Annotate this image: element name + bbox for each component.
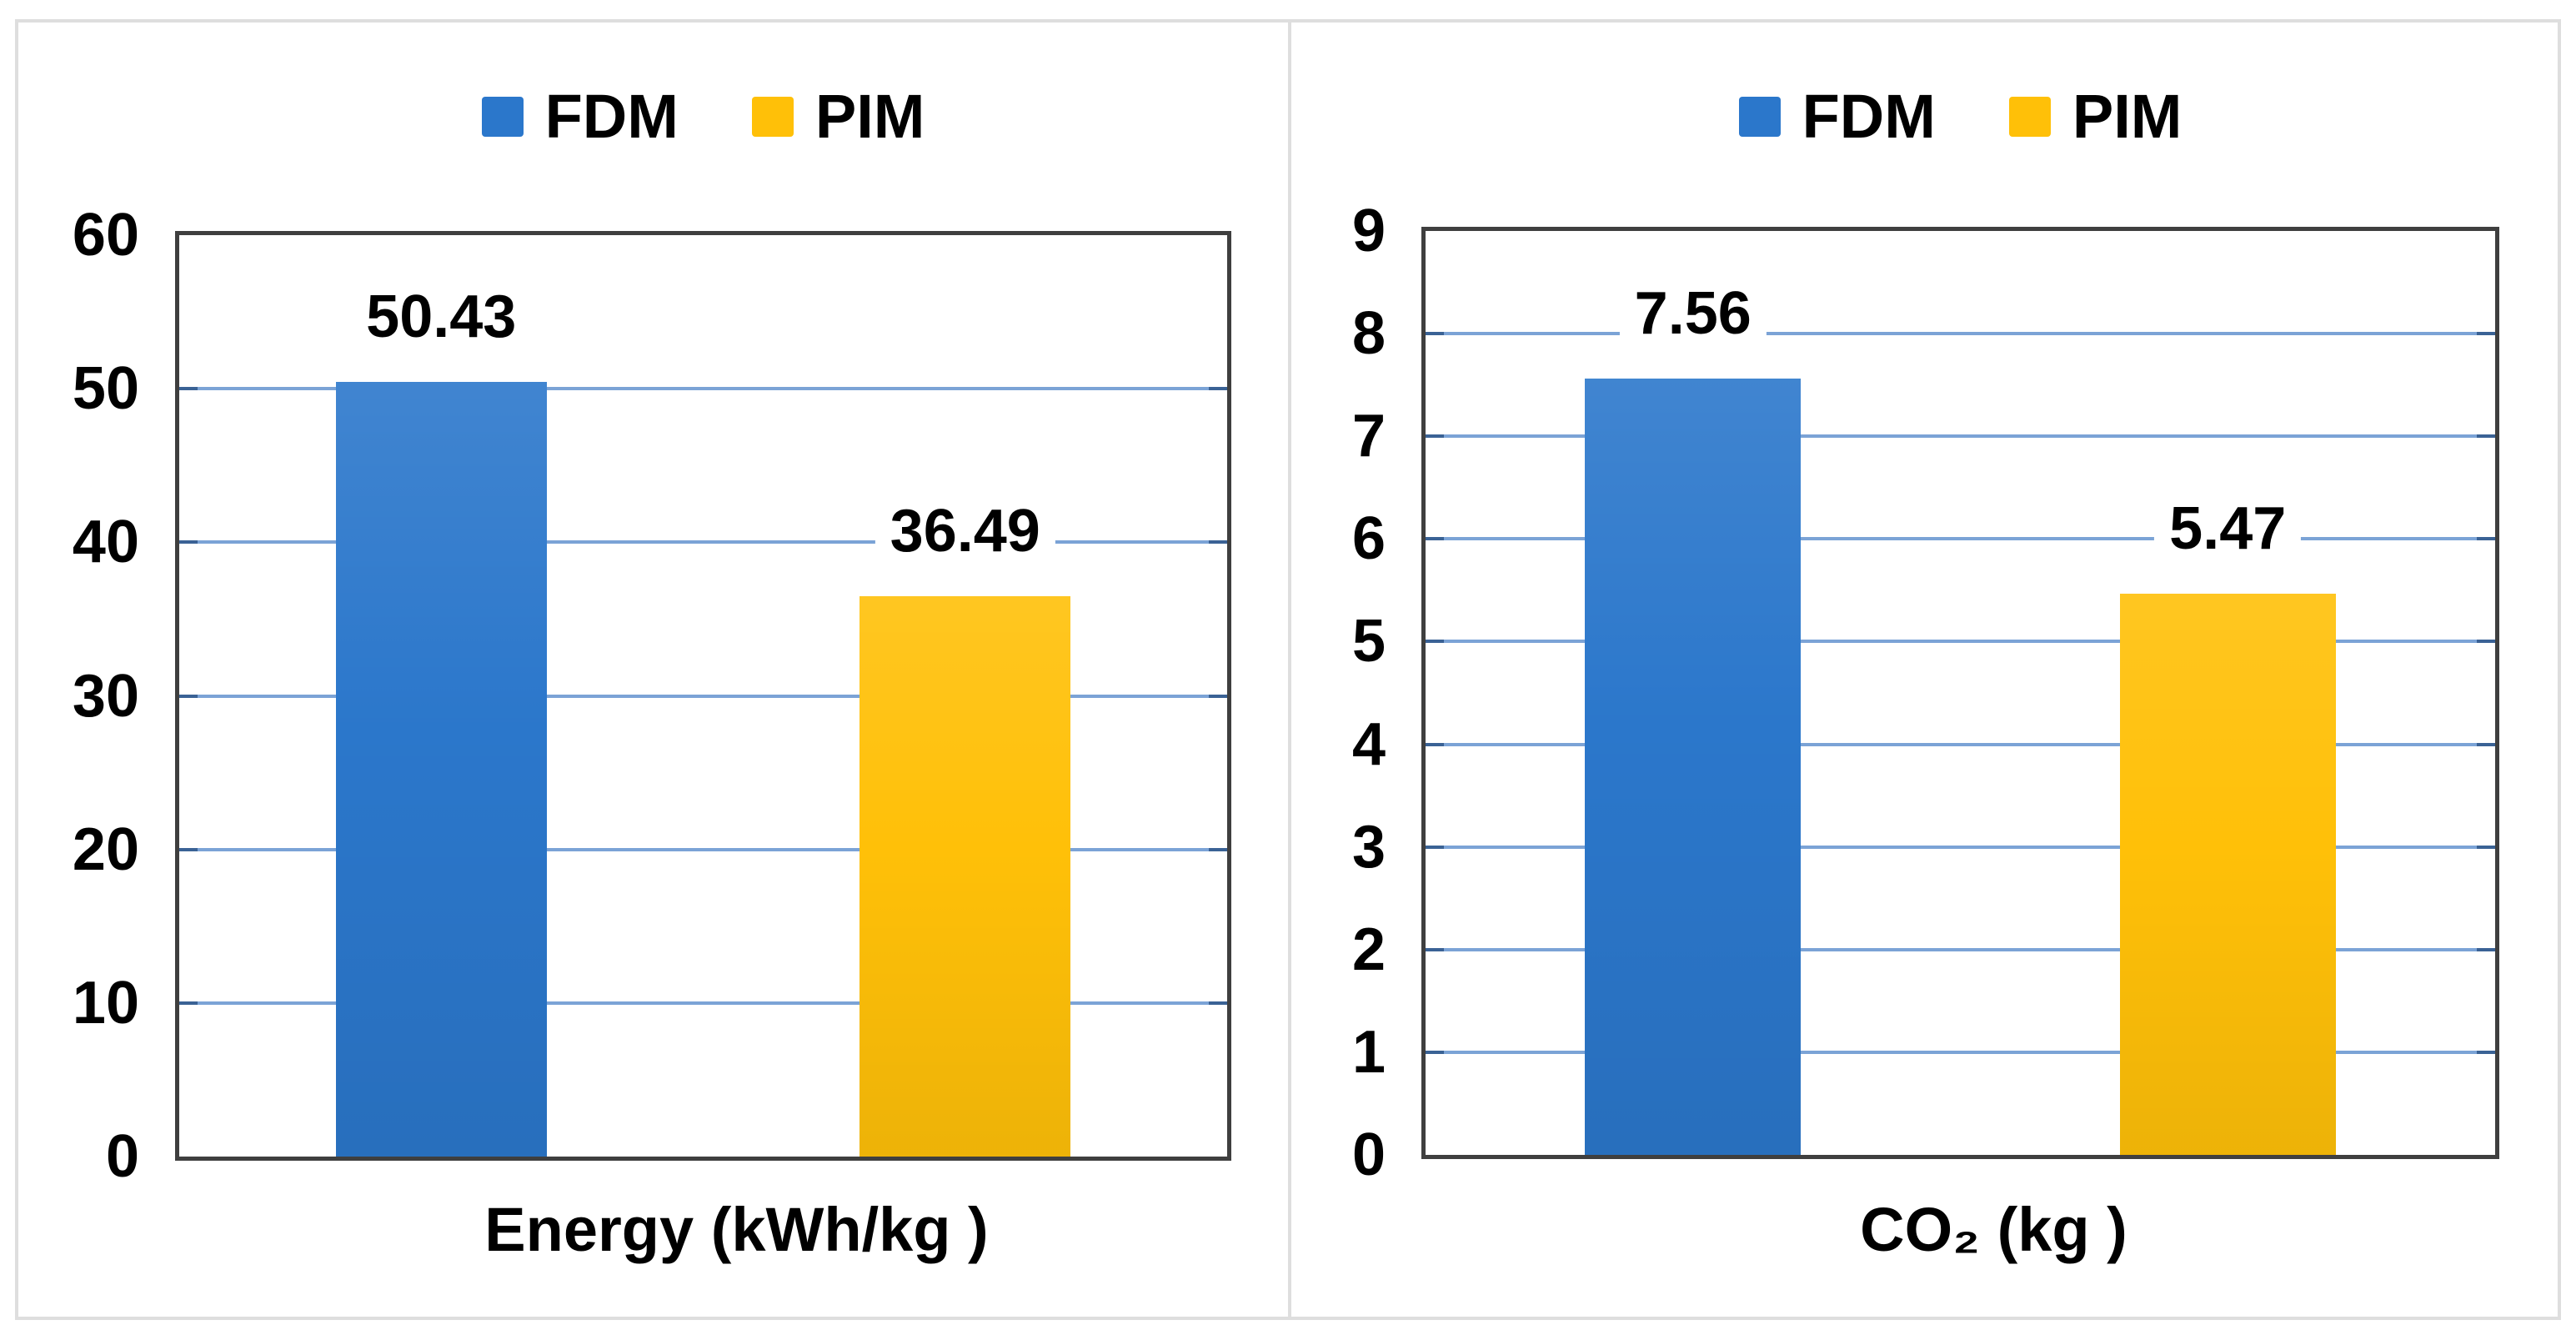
legend-label: FDM xyxy=(1802,82,1936,151)
y-tick-label: 6 xyxy=(1351,505,1386,573)
gridline xyxy=(179,387,1227,391)
gridline xyxy=(1426,640,2495,644)
gridline xyxy=(1426,537,2495,541)
legend-item-fdm: FDM xyxy=(481,82,679,151)
y-tick-label: 30 xyxy=(72,662,139,730)
gridline xyxy=(1426,1050,2495,1054)
legend-label: PIM xyxy=(2072,82,2183,151)
legend: FDM PIM xyxy=(175,82,1231,152)
gridline xyxy=(1426,332,2495,336)
plot-area: 0 10 20 30 40 50 60 50.43 36.49 xyxy=(73,205,1231,1187)
gridline xyxy=(179,1001,1227,1005)
y-tick-label: 40 xyxy=(72,509,139,576)
legend-label: FDM xyxy=(544,82,679,151)
gridline xyxy=(1426,845,2495,849)
plot-area: 0 1 2 3 4 5 6 7 8 9 7.56 5.47 xyxy=(1352,201,2499,1185)
legend-swatch-fdm xyxy=(1738,97,1781,137)
gridline xyxy=(179,847,1227,851)
y-tick-label: 5 xyxy=(1351,608,1386,675)
legend: FDM PIM xyxy=(1421,82,2499,152)
gridline xyxy=(1426,742,2495,746)
gridline xyxy=(1426,434,2495,439)
bar-value-label: 7.56 xyxy=(1619,284,1767,344)
bar-value-label: 5.47 xyxy=(2154,498,2302,559)
legend-swatch-fdm xyxy=(481,97,524,137)
legend-item-pim: PIM xyxy=(2008,82,2183,151)
y-tick-label: 9 xyxy=(1351,198,1386,264)
bar-value-label: 50.43 xyxy=(351,287,532,348)
y-tick-label: 2 xyxy=(1351,916,1386,983)
bar-fdm xyxy=(335,382,547,1157)
gridline xyxy=(179,694,1227,698)
y-tick-label: 50 xyxy=(72,355,139,423)
y-tick-label: 1 xyxy=(1351,1018,1386,1086)
legend-item-fdm: FDM xyxy=(1738,82,1936,151)
gridline xyxy=(179,540,1227,545)
y-tick-label: 0 xyxy=(105,1123,139,1190)
y-tick-label: 10 xyxy=(72,969,139,1036)
legend-label: PIM xyxy=(814,82,925,151)
y-tick-label: 4 xyxy=(1351,710,1386,778)
y-tick-label: 7 xyxy=(1351,403,1386,470)
y-tick-label: 3 xyxy=(1351,813,1386,881)
y-tick-label: 0 xyxy=(1351,1122,1386,1188)
bar-pim xyxy=(2119,593,2336,1156)
legend-swatch-pim xyxy=(751,97,794,137)
y-tick-label: 60 xyxy=(72,202,139,269)
bar-fdm xyxy=(1585,379,1802,1155)
x-axis-title: CO₂ (kg ) xyxy=(1860,1195,2127,1264)
panel-divider xyxy=(1288,19,1291,1317)
legend-item-pim: PIM xyxy=(751,82,925,151)
y-tick-label: 20 xyxy=(72,816,139,883)
legend-swatch-pim xyxy=(2008,97,2051,137)
x-axis-title: Energy (kWh/kg ) xyxy=(484,1195,989,1264)
bar-value-label: 36.49 xyxy=(875,500,1055,561)
gridline xyxy=(1426,947,2495,951)
bar-pim xyxy=(860,595,1071,1157)
y-tick-label: 8 xyxy=(1351,300,1386,368)
